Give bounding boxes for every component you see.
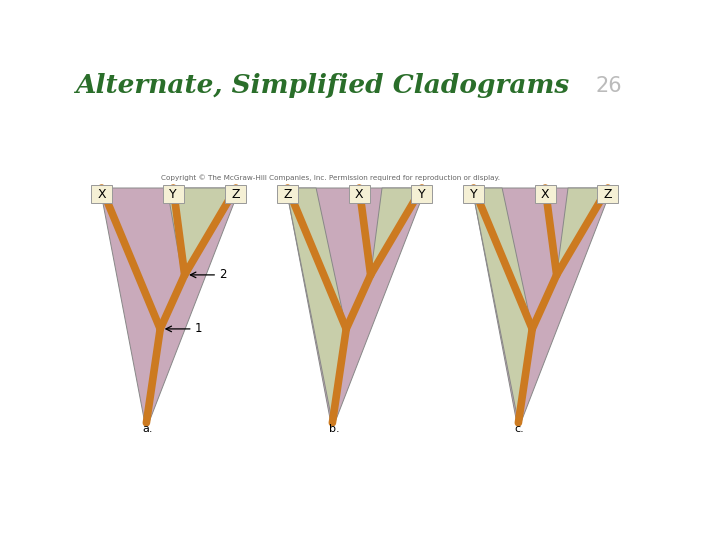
Text: a.: a.	[143, 424, 153, 434]
Polygon shape	[371, 188, 426, 275]
Text: Z: Z	[603, 188, 612, 201]
Polygon shape	[286, 188, 426, 423]
Text: 1: 1	[194, 322, 202, 335]
FancyBboxPatch shape	[277, 185, 298, 203]
Text: 2: 2	[219, 268, 226, 281]
FancyBboxPatch shape	[348, 185, 369, 203]
FancyBboxPatch shape	[535, 185, 556, 203]
FancyBboxPatch shape	[91, 185, 112, 203]
Text: b.: b.	[328, 424, 339, 434]
Polygon shape	[100, 188, 240, 423]
Text: Y: Y	[470, 188, 477, 201]
Text: c.: c.	[515, 424, 524, 434]
FancyBboxPatch shape	[598, 185, 618, 203]
Text: Copyright © The McGraw-Hill Companies, Inc. Permission required for reproduction: Copyright © The McGraw-Hill Companies, I…	[161, 174, 500, 181]
Polygon shape	[472, 188, 612, 423]
Text: Y: Y	[169, 188, 177, 201]
Text: Y: Y	[418, 188, 426, 201]
FancyBboxPatch shape	[225, 185, 246, 203]
Polygon shape	[286, 188, 346, 423]
Text: X: X	[541, 188, 549, 201]
Polygon shape	[167, 188, 240, 275]
Text: X: X	[97, 188, 106, 201]
Polygon shape	[557, 188, 612, 275]
Text: 26: 26	[596, 76, 623, 96]
FancyBboxPatch shape	[411, 185, 432, 203]
Text: Z: Z	[284, 188, 292, 201]
FancyBboxPatch shape	[463, 185, 484, 203]
FancyBboxPatch shape	[163, 185, 184, 203]
Text: Alternate, Simplified Cladograms: Alternate, Simplified Cladograms	[76, 72, 570, 98]
Text: Z: Z	[232, 188, 240, 201]
Text: X: X	[355, 188, 364, 201]
Polygon shape	[472, 188, 532, 423]
